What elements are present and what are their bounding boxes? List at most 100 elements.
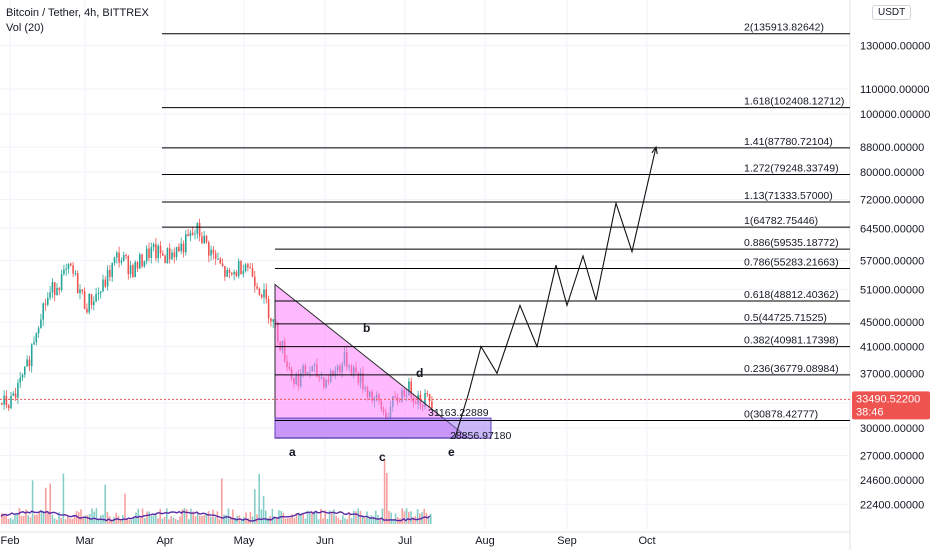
volume-bar	[135, 512, 137, 524]
candle-body	[189, 232, 192, 237]
candle-body	[258, 288, 261, 295]
volume-bar	[111, 519, 113, 524]
volume-ma-line	[0, 510, 431, 522]
candle-body	[120, 260, 123, 263]
volume-bar	[293, 517, 296, 524]
y-tick-label: 51000.00000	[860, 285, 924, 297]
volume-bar	[408, 511, 410, 524]
volume-bar	[104, 484, 106, 524]
volume-bar	[265, 510, 267, 524]
candle-body	[26, 359, 28, 367]
support-box	[274, 417, 492, 439]
volume-bar	[106, 511, 109, 524]
candle-body	[95, 293, 97, 302]
fib-level-label: 0.5(44725.71525)	[744, 312, 827, 324]
volume-bar	[388, 510, 390, 524]
volume-bar	[331, 512, 333, 524]
volume-bar	[317, 519, 320, 524]
candle-body	[164, 255, 166, 264]
volume-bar	[82, 516, 84, 524]
volume-bar	[392, 519, 395, 524]
candle-body	[221, 263, 224, 267]
candle-body	[83, 291, 86, 309]
candle-body	[17, 382, 19, 398]
volume-bar	[223, 514, 225, 524]
volume-bar	[67, 515, 69, 524]
candle-body	[56, 287, 58, 296]
volume-bar	[324, 510, 326, 524]
candle-body	[168, 248, 171, 260]
fib-level-label: 0.786(55283.21663)	[744, 257, 839, 269]
volume-bar	[394, 513, 397, 524]
candle-body	[205, 235, 208, 243]
candle-body	[37, 328, 40, 334]
candle-body	[267, 298, 270, 319]
candle-body	[428, 393, 431, 402]
volume-bar	[423, 508, 425, 524]
volume-bar	[152, 515, 155, 524]
volume-bar	[163, 517, 166, 524]
fib-level-label: 1.272(79248.33749)	[744, 163, 839, 175]
candle-body	[410, 381, 412, 399]
candle-body	[19, 377, 21, 383]
volume-bar	[229, 516, 232, 524]
volume-bar	[311, 511, 313, 524]
volume-bar	[260, 509, 263, 524]
volume-bar	[225, 514, 227, 524]
x-tick-label: Sep	[557, 535, 577, 547]
candle-body	[175, 246, 178, 258]
volume-bar	[300, 513, 302, 524]
projection-arrowhead	[651, 145, 658, 155]
volume-bar	[403, 511, 406, 524]
candle-countdown: 38:46	[856, 406, 884, 418]
volume-bar	[306, 510, 309, 524]
current-price-tag	[852, 391, 930, 420]
volume-bar	[412, 517, 414, 524]
candle-body	[21, 374, 24, 378]
candle-body	[28, 359, 31, 367]
volume-bar	[348, 512, 351, 524]
candle-body	[139, 254, 141, 269]
currency-button[interactable]: USDT	[872, 5, 912, 20]
volume-bar	[254, 489, 256, 524]
volume-bar	[56, 519, 58, 524]
volume-bar	[315, 512, 318, 524]
volume-bar	[69, 518, 71, 524]
volume-bar	[80, 509, 82, 524]
volume-bar	[144, 518, 146, 524]
candle-body	[237, 261, 240, 277]
y-tick-label: 22400.00000	[860, 499, 924, 511]
volume-bar	[326, 518, 329, 524]
volume-bar	[49, 483, 51, 524]
volume-bar	[185, 509, 188, 524]
volume-bar	[194, 516, 197, 524]
volume-bar	[276, 517, 278, 524]
volume-bar	[53, 518, 56, 524]
volume-bar	[192, 511, 194, 524]
candle-body	[212, 249, 215, 254]
candle-body	[426, 393, 429, 395]
projection-path	[454, 147, 657, 438]
fib-level-label: 0.236(36779.08984)	[744, 363, 839, 375]
candle-body	[76, 273, 79, 294]
candle-body	[127, 255, 130, 275]
volume-bar	[148, 511, 150, 524]
candle-body	[242, 270, 245, 275]
candle-body	[263, 289, 265, 298]
volume-bar	[401, 508, 403, 524]
candle-body	[81, 289, 84, 292]
candle-body	[113, 257, 116, 264]
volume-bar	[201, 516, 203, 524]
volume-bar	[366, 511, 368, 524]
candle-body	[116, 252, 118, 258]
candle-body	[72, 265, 74, 274]
candle-body	[97, 293, 100, 295]
volume-bar	[267, 517, 269, 524]
candle-body	[424, 393, 426, 407]
volume-bar	[284, 518, 287, 524]
volume-bar	[258, 473, 260, 524]
volume-bar	[23, 515, 25, 524]
candle-body	[173, 252, 176, 258]
volume-bar	[405, 508, 408, 524]
